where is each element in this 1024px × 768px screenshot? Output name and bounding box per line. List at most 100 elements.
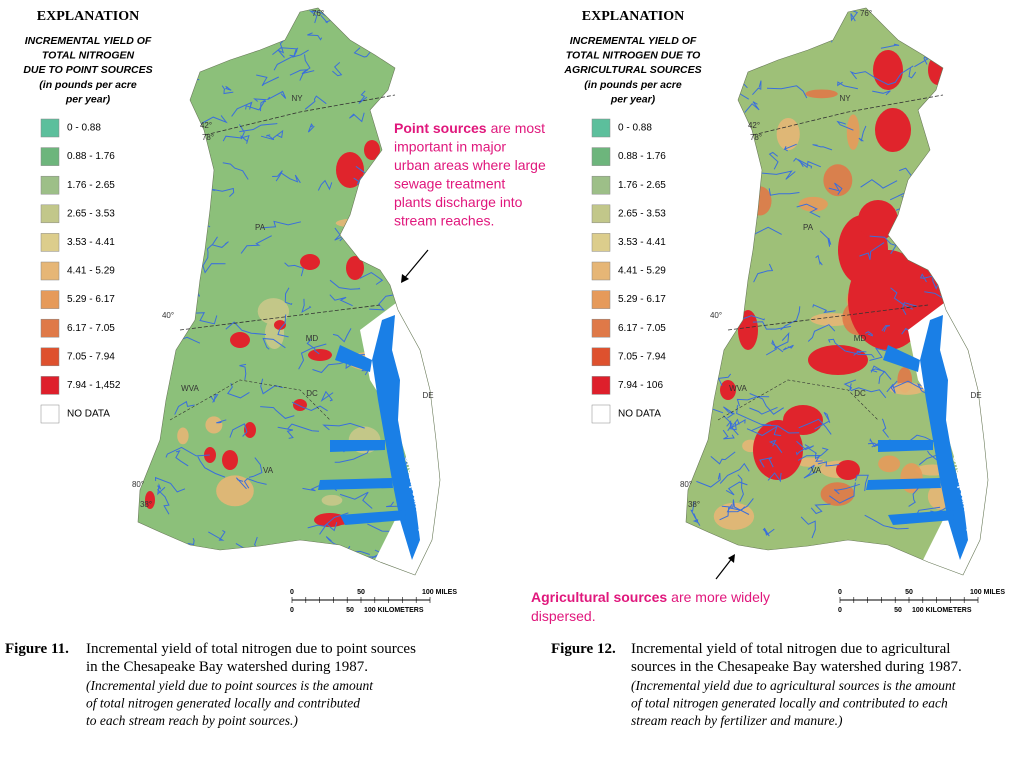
caption-note: (Incremental yield due to agricultural s… [631, 678, 957, 693]
legend-swatch [40, 204, 60, 224]
caption-line: sources in the Chesapeake Bay watershed … [631, 659, 962, 675]
river [190, 312, 218, 325]
high-yield [222, 450, 238, 470]
river [306, 339, 320, 355]
map-label: PA [803, 223, 814, 232]
map-label: DC [306, 389, 318, 398]
river [349, 112, 365, 123]
legend-label: 4.41 - 5.29 [618, 266, 666, 277]
legend-label: 0.88 - 1.76 [67, 151, 115, 162]
map-label: 80° [680, 480, 692, 489]
river [182, 164, 201, 180]
river [812, 144, 833, 151]
river [909, 177, 927, 194]
river [800, 516, 816, 539]
arrow-head [401, 274, 409, 283]
yield-patch [216, 475, 254, 507]
river [833, 557, 855, 568]
high-yield [145, 491, 155, 509]
river [920, 239, 946, 251]
legend-title: INCREMENTAL YIELD OF [25, 35, 152, 47]
legend-swatch [40, 261, 60, 281]
legend-label: 5.29 - 6.17 [67, 294, 115, 305]
river [726, 194, 741, 204]
figure-number: Figure 12. [551, 641, 616, 657]
river [197, 456, 226, 478]
river [280, 171, 301, 184]
legend-swatch [591, 290, 611, 309]
arrow-head [728, 554, 735, 563]
high-yield [753, 420, 803, 480]
yield-patch [820, 482, 855, 506]
river [224, 85, 232, 91]
river [272, 47, 299, 55]
river [753, 263, 774, 283]
river [184, 41, 194, 67]
river [881, 325, 891, 333]
high-yield [928, 55, 948, 85]
river [783, 143, 797, 152]
high-yield [336, 152, 364, 188]
river [366, 192, 380, 210]
river [225, 321, 267, 335]
river [146, 382, 161, 407]
river [951, 192, 981, 207]
river [815, 254, 823, 266]
legend-units: (in pounds per acre [39, 79, 137, 91]
river [194, 49, 208, 60]
state-boundary [717, 379, 879, 421]
river [432, 555, 440, 575]
river [978, 54, 987, 62]
river [284, 262, 305, 277]
map-label: 38° [688, 500, 700, 509]
scale-label: 0 [290, 607, 294, 614]
river [827, 338, 846, 352]
yield-patch [358, 190, 391, 222]
legend-title: AGRICULTURAL SOURCES [563, 64, 701, 76]
river [837, 81, 859, 90]
annotation-text: are most [491, 120, 546, 136]
river [301, 298, 312, 314]
river [750, 424, 800, 434]
river [332, 328, 352, 343]
map-label: MD [854, 334, 867, 343]
river [261, 220, 302, 229]
river [744, 101, 760, 113]
map-label: DC [854, 389, 866, 398]
bay [920, 315, 968, 560]
river [807, 324, 836, 342]
legend-label: 0 - 0.88 [67, 123, 101, 134]
river [724, 222, 753, 242]
yield-patch [776, 117, 800, 151]
river [277, 314, 289, 338]
river [759, 457, 774, 468]
river [366, 25, 397, 48]
map-label: 76° [860, 9, 872, 18]
yield-patch [823, 164, 853, 197]
high-yield [720, 380, 736, 400]
river [986, 247, 988, 258]
river [976, 79, 988, 93]
map-label: VA [263, 466, 274, 475]
river [914, 56, 929, 68]
river [210, 187, 235, 197]
map-label: 78° [202, 133, 214, 142]
river [716, 210, 754, 234]
legend-units: per year) [610, 94, 656, 106]
river [723, 406, 735, 419]
annotation: Agricultural sources are more widely [531, 589, 770, 605]
river [797, 454, 823, 462]
river [221, 85, 234, 95]
annotation-text: dispersed. [531, 608, 596, 624]
yield-patch [205, 416, 223, 434]
river [833, 483, 860, 495]
river [317, 179, 333, 191]
annotation-text: sewage treatment [394, 176, 505, 192]
river [762, 527, 775, 537]
river [731, 209, 758, 220]
river [774, 331, 790, 349]
caption-note: stream reach by fertilizer and manure.) [631, 713, 843, 728]
river [439, 486, 440, 501]
river [203, 550, 218, 560]
